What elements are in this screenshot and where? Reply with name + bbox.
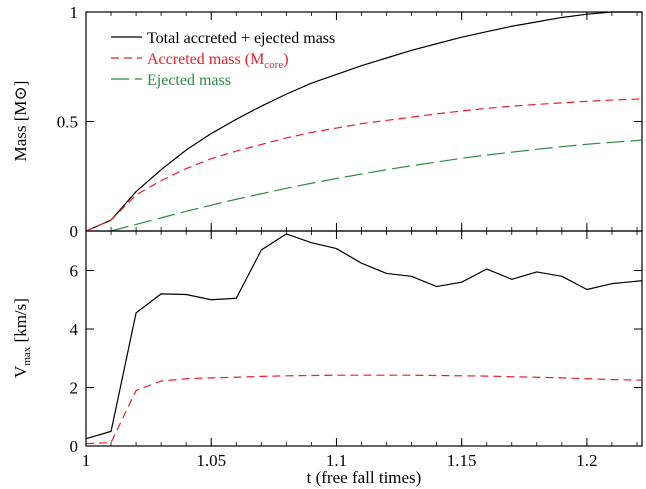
mass-y-axis-label: Mass [M⊙] [11,81,30,162]
mass-y-tick-label: 1 [70,3,79,22]
vmax-y-tick-label: 4 [70,320,79,339]
legend-accreted-label: Accreted mass (Mcore) [147,51,289,71]
x-tick-label: 1.05 [196,451,226,470]
mass-x-ticks [85,12,638,231]
x-axis-label: t (free fall times) [307,468,422,487]
legend-total-label: Total accreted + ejected mass [147,30,335,47]
mass-panel: 00.51 Mass [M⊙] Total accreted + ejected… [11,3,643,241]
mass-y-tick-label: 0.5 [57,113,78,132]
vmax-y-tick-label: 2 [70,378,79,397]
legend: Total accreted + ejected mass Accreted m… [111,30,335,89]
vmax-y-ticks: 0 2 4 6 [70,261,642,456]
vmax-series-group [85,233,643,445]
mass-series-group [85,11,643,232]
vmax-series-0-line [85,233,643,440]
vmax-panel-frame [85,230,643,447]
mass-series-2-line [110,139,643,232]
x-tick-label: 1.2 [576,451,597,470]
mass-y-ticks: 00.51 [57,3,642,241]
x-tick-label: 1 [82,451,91,470]
vmax-y-tick-label: 0 [70,437,79,456]
legend-ejected-label: Ejected mass [147,72,231,89]
vmax-x-ticks: 1 1.05 1.1 1.15 1.2 [82,231,638,470]
vmax-y-axis-label: Vmax [km/s] [11,298,33,378]
x-tick-label: 1.1 [326,451,347,470]
vmax-panel: 0 2 4 6 1 1.05 1.1 1.15 1.2 Vmax [km/s] t (free… [11,230,643,487]
x-tick-label: 1.15 [447,451,477,470]
vmax-series-1-line [85,374,643,445]
mass-series-0-line [85,11,642,232]
vmax-y-tick-label: 6 [70,261,79,280]
mass-series-1-line [85,98,643,232]
mass-y-tick-label: 0 [70,222,79,241]
